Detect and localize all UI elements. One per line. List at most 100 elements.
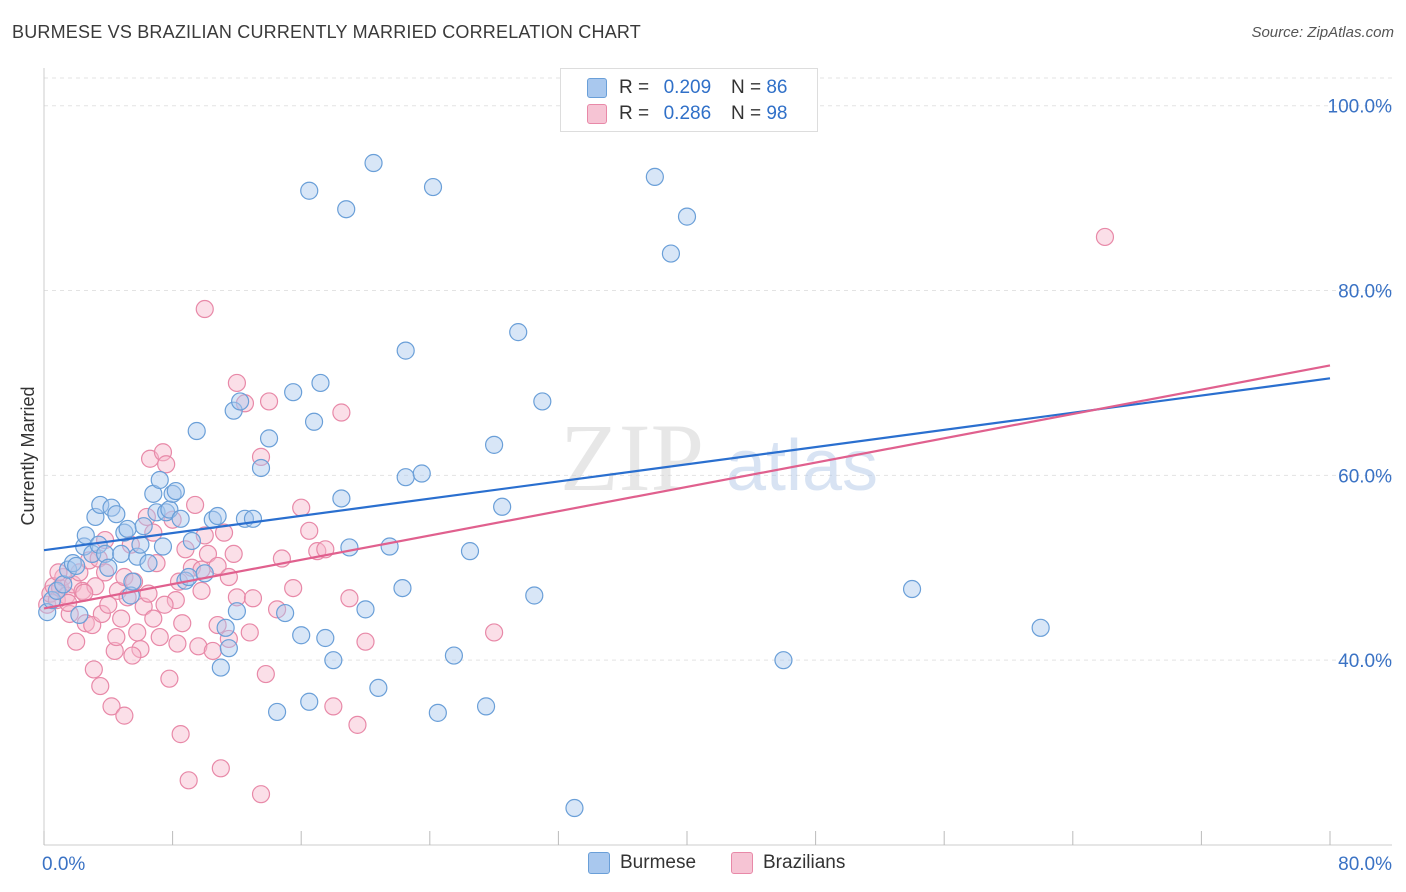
- burmese-point: [134, 517, 153, 536]
- brazilians-point: [157, 455, 176, 474]
- burmese-point: [324, 651, 343, 670]
- brazilians-point: [171, 725, 190, 744]
- grid-lines: [44, 77, 1392, 661]
- burmese-point: [509, 323, 528, 342]
- brazilians-point: [300, 521, 319, 540]
- brazilians-point: [105, 641, 124, 661]
- burmese-point: [396, 468, 415, 487]
- burmese-point: [412, 464, 431, 483]
- brazilians-point: [211, 759, 230, 778]
- brazilians-point: [115, 706, 134, 725]
- brazilians-legend-swatch: [731, 852, 753, 874]
- burmese-point: [243, 509, 263, 528]
- brazilians-point: [324, 697, 343, 716]
- burmese-point: [396, 341, 415, 360]
- burmese-point: [525, 586, 544, 605]
- burmese-point: [902, 579, 922, 599]
- brazilians-point: [219, 629, 238, 649]
- burmese-point: [139, 554, 158, 573]
- tick-labels: 40.0% 60.0% 80.0% 100.0% 0.0% 80.0%: [42, 97, 1392, 875]
- burmese-point: [112, 544, 131, 564]
- legend-burmese-r-value: 0.209: [663, 77, 712, 98]
- burmese-point: [211, 658, 230, 677]
- burmese-point: [423, 177, 443, 197]
- burmese-point: [187, 421, 206, 441]
- burmese-point: [259, 429, 279, 448]
- burmese-point: [95, 544, 115, 564]
- burmese-point: [300, 181, 319, 200]
- burmese-point: [1031, 618, 1050, 637]
- burmese-point: [42, 591, 62, 610]
- brazilians-point: [153, 443, 173, 462]
- brazilians-point: [173, 614, 192, 633]
- brazilians-point: [259, 392, 279, 411]
- burmese-point: [645, 167, 664, 186]
- y-tick-label: 60.0%: [1338, 466, 1392, 487]
- legend-row-burmese: R = 0.209 N = 86: [587, 75, 787, 101]
- burmese-point: [311, 373, 330, 393]
- burmese-point: [227, 602, 246, 621]
- brazilians-point: [340, 589, 359, 608]
- burmese-point: [364, 153, 383, 173]
- burmese-swatch: [587, 78, 607, 98]
- brazilians-point: [227, 588, 246, 607]
- burmese-point: [485, 435, 504, 454]
- burmese-point: [131, 535, 150, 554]
- legend-brazilians-r-value: 0.286: [663, 103, 712, 124]
- burmese-point: [91, 495, 110, 515]
- burmese-point: [182, 531, 201, 551]
- burmese-point: [251, 458, 271, 478]
- source-label: Source: ZipAtlas.com: [1251, 24, 1394, 41]
- burmese-point: [216, 618, 235, 637]
- burmese-point: [163, 484, 182, 503]
- burmese-point: [340, 538, 359, 557]
- burmese-point: [171, 509, 190, 528]
- brazilians-point: [166, 591, 185, 610]
- brazilians-point: [160, 669, 179, 688]
- brazilians-point: [292, 498, 311, 517]
- brazilians-point: [195, 299, 214, 319]
- burmese-point: [533, 392, 552, 411]
- burmese-point: [47, 581, 66, 600]
- burmese-point: [118, 519, 137, 539]
- series-legend: Burmese Brazilians: [0, 850, 1406, 878]
- brazilians-point: [123, 646, 142, 665]
- legend-burmese-n-value: 86: [766, 77, 788, 98]
- brazilians-point: [356, 632, 375, 651]
- burmese-point: [337, 200, 356, 219]
- brazilians-point: [189, 637, 208, 656]
- brazilians-point: [179, 771, 198, 790]
- burmese-point: [63, 554, 83, 573]
- x-tick-label-max: 80.0%: [1338, 854, 1392, 875]
- burmese-point: [444, 646, 464, 665]
- brazilians-point: [168, 634, 187, 653]
- brazilians-point: [284, 579, 303, 598]
- burmese-point: [393, 579, 412, 598]
- brazilians-point: [251, 785, 271, 804]
- burmese-point: [224, 401, 243, 420]
- watermark-zip: ZIP: [560, 404, 704, 511]
- burmese-point: [300, 692, 319, 711]
- brazilians-point: [92, 604, 111, 624]
- burmese-legend-swatch: [588, 852, 610, 874]
- brazilians-point: [243, 589, 263, 608]
- legend-item-burmese: Burmese: [588, 852, 696, 874]
- burmese-point: [231, 392, 250, 411]
- burmese-point: [153, 537, 173, 556]
- brazilians-point: [227, 373, 246, 393]
- burmese-point: [332, 489, 351, 508]
- brazilians-point: [186, 495, 205, 515]
- legend-burmese-name: Burmese: [620, 852, 697, 873]
- burmese-point: [150, 470, 169, 490]
- brazilians-point: [155, 595, 174, 614]
- burmese-point: [86, 507, 105, 527]
- brazilians-point: [485, 623, 504, 642]
- burmese-point: [380, 537, 399, 556]
- axes: [43, 68, 1392, 846]
- burmese-point: [107, 505, 126, 524]
- brazilians-point: [112, 609, 131, 628]
- burmese-point: [284, 383, 303, 402]
- brazilians-point: [240, 623, 259, 642]
- burmese-point: [565, 798, 584, 818]
